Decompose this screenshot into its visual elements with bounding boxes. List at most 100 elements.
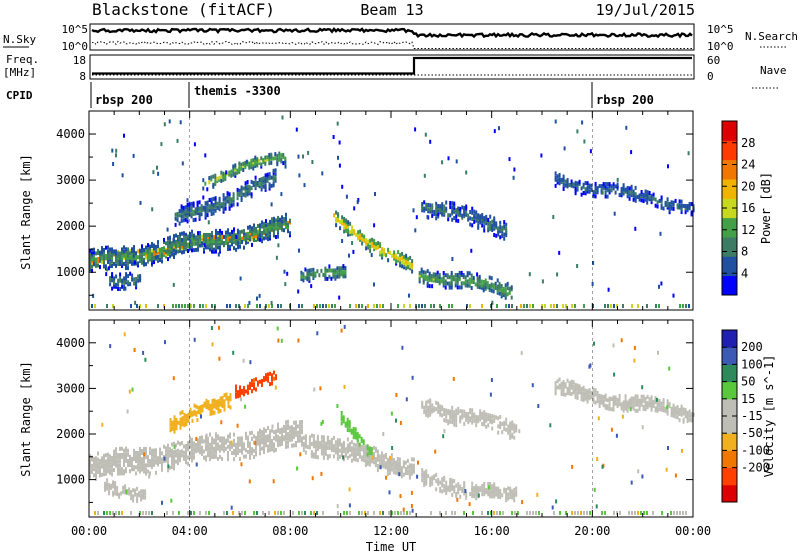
scatter-cell (274, 168, 277, 173)
scatter-cell (117, 287, 120, 291)
noise-cell (157, 171, 160, 176)
scatter-cell (193, 241, 195, 246)
scatter-cell (186, 215, 189, 220)
scatter-cell (110, 485, 113, 490)
scatter-cell (346, 449, 349, 454)
scatter-cell (107, 452, 109, 457)
scatter-cell (680, 199, 683, 204)
scatter-cell (481, 422, 484, 426)
scatter-cell (499, 491, 502, 495)
scatter-cell (169, 254, 171, 259)
scatter-cell (119, 272, 122, 277)
scatter-cell (463, 481, 466, 486)
scatter-cell (453, 479, 456, 484)
scatter-cell (582, 182, 585, 187)
scatter-cell (487, 423, 490, 428)
scatter-cell (558, 383, 561, 388)
scatter-cell (131, 249, 133, 254)
scatter-cell (165, 446, 167, 451)
scatter-cell (111, 264, 113, 268)
scatter-cell (427, 407, 430, 412)
scatter-cell (431, 203, 434, 208)
scatter-cell (502, 286, 505, 291)
scatter-cell (450, 277, 453, 282)
scatter-cell (648, 397, 651, 402)
scatter-cell (484, 278, 487, 283)
scatter-cell (455, 414, 458, 419)
scatter-cell (261, 224, 263, 229)
scatter-cell (121, 278, 124, 283)
scatter-cell (481, 492, 484, 497)
scatter-cell (435, 208, 438, 212)
scatter-cell (218, 177, 221, 182)
scatter-cell (215, 399, 218, 404)
scatter-cell (131, 463, 133, 468)
scatter-cell (348, 448, 351, 452)
scatter-cell (444, 285, 447, 290)
ground-scatter-cell (685, 304, 687, 308)
scatter-cell (223, 440, 225, 445)
scatter-cell (89, 255, 91, 259)
scatter-cell (310, 272, 313, 277)
scatter-cell (93, 262, 95, 267)
noise-cell (414, 127, 417, 132)
scatter-cell (183, 444, 185, 449)
scatter-cell (193, 411, 196, 416)
scatter-cell (91, 252, 93, 257)
noise-cell (395, 393, 398, 397)
scatter-cell (361, 233, 364, 238)
scatter-cell (425, 400, 428, 405)
scatter-cell (445, 206, 448, 211)
scatter-cell (431, 403, 434, 408)
scatter-cell (483, 422, 486, 427)
scatter-cell (324, 447, 327, 452)
scatter-cell (153, 458, 155, 463)
scatter-cell (411, 263, 414, 268)
scatter-cell (658, 407, 661, 412)
scatter-cell (285, 219, 287, 223)
noise-cell (488, 485, 490, 490)
scatter-cell (217, 237, 219, 242)
scatter-cell (384, 453, 387, 457)
scatter-cell (174, 212, 177, 217)
noise-cell (498, 126, 500, 131)
scatter-cell (447, 487, 450, 492)
y-tick-label: 4000 (56, 127, 85, 141)
ground-scatter-cell (610, 304, 612, 308)
scatter-cell (211, 249, 213, 254)
scatter-cell (365, 238, 368, 243)
scatter-cell (129, 271, 132, 276)
noise-cell (240, 462, 243, 467)
scatter-cell (205, 233, 207, 237)
scatter-cell (289, 231, 291, 236)
scatter-cell (215, 401, 218, 406)
ground-scatter-cell (661, 511, 663, 515)
scatter-cell (408, 463, 411, 468)
scatter-cell (185, 232, 187, 237)
scatter-cell (289, 429, 291, 434)
scatter-cell (181, 422, 184, 427)
scatter-cell (429, 207, 432, 212)
scatter-cell (449, 213, 452, 218)
scatter-cell (476, 278, 479, 283)
scatter-cell (360, 445, 363, 450)
scatter-cell (654, 203, 657, 208)
scatter-cell (121, 264, 123, 268)
colorbar-cell (722, 140, 737, 161)
scatter-cell (123, 255, 125, 260)
colorbar-cell (722, 433, 737, 451)
noise-cell (477, 493, 480, 498)
scatter-cell (475, 423, 478, 428)
scatter-cell (234, 171, 237, 176)
scatter-cell (604, 194, 607, 199)
scatter-cell (149, 257, 151, 262)
scatter-cell (142, 493, 145, 498)
scatter-cell (574, 387, 577, 391)
scatter-cell (157, 456, 159, 461)
scatter-cell (227, 228, 229, 233)
scatter-cell (473, 486, 476, 490)
scatter-cell (576, 187, 579, 192)
scatter-cell (340, 266, 343, 271)
scatter-cell (499, 495, 502, 500)
ground-scatter-cell (301, 511, 303, 515)
